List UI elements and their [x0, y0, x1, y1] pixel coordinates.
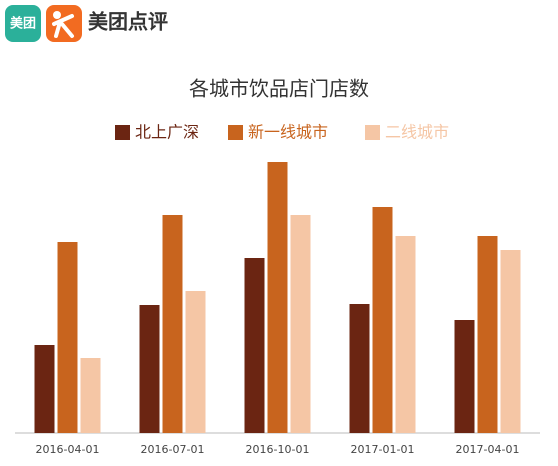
bar: [80, 358, 101, 433]
app-icon: [5, 5, 41, 42]
bar: [34, 345, 55, 433]
x-tick-label: 2017-04-01: [456, 443, 520, 456]
bar: [57, 242, 78, 433]
bar: [185, 291, 206, 433]
bar: [500, 250, 521, 433]
app-icon-text: 美团: [10, 16, 36, 32]
bar: [477, 236, 498, 433]
bar: [267, 162, 288, 433]
x-tick-label: 2016-10-01: [246, 443, 310, 456]
bar: [244, 258, 265, 433]
bar: [162, 215, 183, 433]
legend-swatch: [365, 125, 380, 140]
legend-label: 新一线城市: [248, 123, 328, 142]
legend-swatch: [115, 125, 130, 140]
chart-title: 各城市饮品店门店数: [189, 77, 369, 101]
bar: [372, 207, 393, 433]
legend-label: 北上广深: [135, 123, 199, 142]
bar: [395, 236, 416, 433]
legend-label: 二线城市: [385, 123, 449, 142]
brand-name: 美团点评: [88, 10, 168, 34]
legend-swatch: [228, 125, 243, 140]
bar: [139, 305, 160, 433]
brand-icon-head: [53, 11, 61, 19]
x-tick-label: 2016-04-01: [36, 443, 100, 456]
bar: [454, 320, 475, 433]
bar: [349, 304, 370, 433]
x-tick-label: 2017-01-01: [351, 443, 415, 456]
brand-icon-figure: [52, 14, 74, 38]
x-tick-label: 2016-07-01: [141, 443, 205, 456]
bar: [290, 215, 311, 433]
